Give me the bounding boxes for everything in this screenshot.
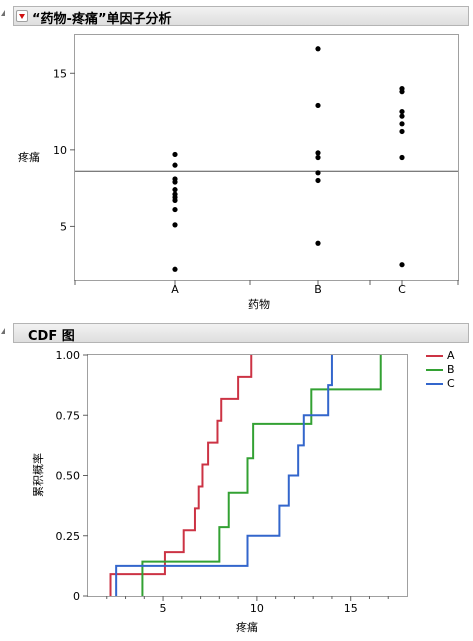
legend-label-c: C	[447, 377, 455, 390]
collapse-triangle-icon[interactable]	[1, 10, 5, 16]
cdf-y-tick-label: 0.50	[56, 470, 81, 483]
oneway-y-tick-label: 5	[60, 220, 67, 233]
red-triangle-icon	[19, 14, 25, 19]
data-point-c	[399, 108, 405, 115]
data-point-a	[172, 187, 178, 193]
red-triangle-menu-button[interactable]	[16, 10, 28, 22]
cdf-title: CDF 图	[28, 329, 75, 344]
data-point-b	[315, 170, 321, 176]
data-point-c	[399, 262, 405, 268]
oneway-y-tick-label: 15	[53, 67, 67, 80]
oneway-report-header: “药物-疼痛”单因子分析	[13, 6, 469, 27]
legend-swatch-a	[426, 355, 443, 357]
legend-label-b: B	[447, 363, 455, 376]
cdf-curve-a	[109, 355, 253, 596]
legend-label-a: A	[447, 349, 455, 362]
oneway-y-tick-label: 10	[53, 144, 67, 157]
cdf-curve-c	[115, 355, 333, 596]
data-point-a	[172, 179, 178, 185]
data-point-a	[172, 197, 178, 203]
cdf-y-tick-label: 1.00	[56, 349, 81, 362]
data-point-a	[172, 266, 178, 272]
data-point-b	[315, 150, 321, 156]
data-point-a	[172, 206, 178, 213]
cdf-report-header: CDF 图	[13, 323, 469, 344]
data-point-c	[399, 113, 405, 119]
oneway-y-axis-label: 疼痛	[18, 150, 40, 164]
data-point-c	[399, 154, 405, 161]
data-point-b	[315, 154, 321, 161]
data-point-b	[315, 102, 321, 109]
cdf-y-axis-label: 累积概率	[31, 453, 45, 497]
cdf-y-tick-label: 0.25	[56, 530, 81, 543]
cdf-collapse-triangle-icon[interactable]	[1, 328, 5, 334]
legend-swatch-c	[426, 383, 443, 385]
data-point-a	[172, 222, 178, 228]
oneway-plot-frame	[74, 34, 459, 281]
legend-swatch-b	[426, 369, 443, 371]
data-point-a	[172, 151, 178, 158]
cdf-y-tick-label: 0.75	[56, 409, 81, 422]
data-point-c	[399, 121, 405, 127]
oneway-x-tick-label: A	[171, 283, 179, 296]
data-point-c	[399, 128, 405, 135]
cdf-x-tick-label: 10	[250, 602, 264, 615]
oneway-x-tick-label: B	[314, 283, 322, 296]
cdf-x-tick-label: 15	[344, 602, 358, 615]
oneway-x-tick-label: C	[398, 283, 406, 296]
cdf-curve-b	[141, 355, 382, 596]
data-point-b	[315, 177, 321, 184]
oneway-title: “药物-疼痛”单因子分析	[32, 12, 172, 27]
cdf-x-axis-label: 疼痛	[236, 620, 258, 634]
cdf-x-tick-label: 5	[160, 602, 167, 615]
data-point-c	[399, 89, 405, 95]
data-point-b	[315, 46, 321, 52]
data-point-b	[315, 240, 321, 246]
cdf-y-tick-label: 0	[73, 590, 80, 603]
data-point-a	[172, 162, 178, 168]
oneway-x-axis-label: 药物	[248, 297, 270, 311]
